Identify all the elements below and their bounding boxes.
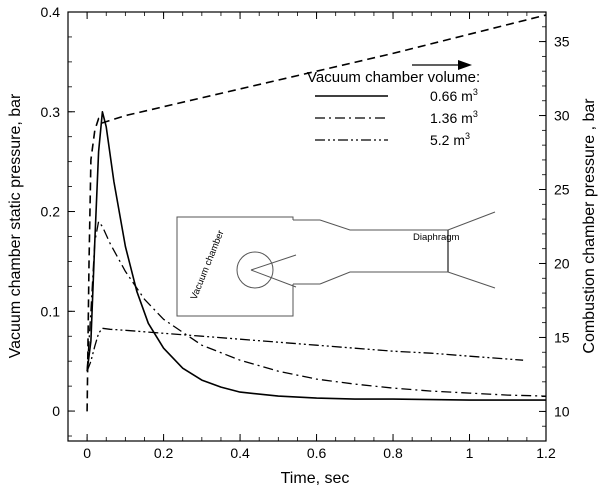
y-left-tick-label: 0 xyxy=(52,403,60,419)
y-right-tick-label: 30 xyxy=(554,108,570,124)
series-layer xyxy=(86,14,547,412)
x-tick-label: 0.4 xyxy=(230,445,250,461)
y-left-tick-label: 0.3 xyxy=(41,104,61,120)
inset-vacuum-chamber-outline xyxy=(176,216,294,317)
y-right-tick-label: 20 xyxy=(554,255,570,271)
legend: Vacuum chamber volume: 0.66 m3 1.36 m3 5… xyxy=(307,69,480,148)
legend-label-0: 0.66 m xyxy=(430,88,473,104)
y-left-axis-ticks: 0 0.1 0.2 0.3 0.4 xyxy=(41,4,75,437)
legend-entry-2: 5.2 m3 xyxy=(430,131,470,148)
y-right-axis-ticks: 10 15 20 25 30 35 xyxy=(539,26,570,427)
x-tick-label: 0.8 xyxy=(383,445,403,461)
y-left-tick-label: 0.2 xyxy=(41,204,61,220)
y-right-tick-label: 15 xyxy=(554,329,570,345)
right-arrow-icon xyxy=(412,60,472,70)
x-tick-label: 0.6 xyxy=(307,445,327,461)
legend-label-2: 5.2 m xyxy=(430,132,465,148)
inset-model-line-upper xyxy=(250,254,297,271)
inset-label-vacuum-chamber: Vacuum chamber xyxy=(189,229,227,302)
inset-model-circle xyxy=(236,251,274,289)
legend-title: Vacuum chamber volume: xyxy=(307,69,480,86)
y-left-tick-label: 0.4 xyxy=(41,4,61,20)
plot-border xyxy=(67,11,547,442)
legend-sup-0: 3 xyxy=(473,87,478,97)
legend-entry-0: 0.66 m3 xyxy=(430,87,478,104)
inset-nozzle-lower xyxy=(319,271,496,289)
legend-entry-1: 1.36 m3 xyxy=(430,109,478,126)
x-axis-ticks: 0 0.2 0.4 0.6 0.8 1 1.2 xyxy=(67,12,556,461)
y-right-axis-label: Combustion chamber pressure , bar xyxy=(581,98,598,354)
y-left-axis-label: Vacuum chamber static pressure, bar xyxy=(7,93,24,358)
x-tick-label: 1 xyxy=(466,445,474,461)
series-line-3 xyxy=(86,14,547,412)
inset-diagram: Vacuum chamber Diaphragm xyxy=(176,211,496,317)
legend-sup-2: 3 xyxy=(465,131,470,141)
y-right-tick-label: 10 xyxy=(554,403,570,419)
series-line-0 xyxy=(86,111,546,401)
y-left-tick-label: 0.1 xyxy=(41,303,61,319)
y-right-tick-label: 25 xyxy=(554,182,570,198)
inset-label-diaphragm: Diaphragm xyxy=(413,232,460,243)
plot-frame xyxy=(67,11,547,442)
inset-nozzle-upper xyxy=(319,211,496,231)
y-right-tick-label: 35 xyxy=(554,34,570,50)
x-tick-label: 1.2 xyxy=(536,445,556,461)
x-tick-label: 0 xyxy=(83,445,91,461)
legend-sup-1: 3 xyxy=(473,109,478,119)
series-line-1 xyxy=(86,220,547,397)
legend-label-1: 1.36 m xyxy=(430,110,473,126)
x-axis-label: Time, sec xyxy=(281,470,350,487)
series-line-2 xyxy=(86,327,524,372)
x-tick-label: 0.2 xyxy=(154,445,174,461)
inset-model-line-lower xyxy=(250,269,297,288)
